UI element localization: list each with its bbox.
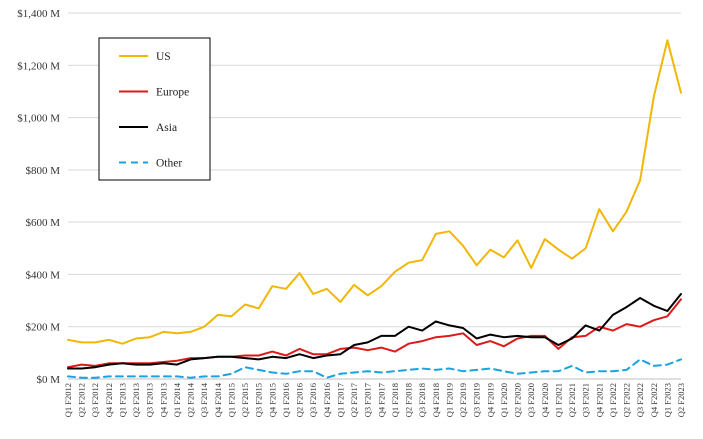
x-tick-label: Q4 F2013 [158, 383, 168, 417]
x-tick-label: Q2 F2019 [458, 383, 468, 417]
x-tick-label: Q1 F2014 [172, 382, 182, 417]
x-tick-label: Q4 F2016 [322, 383, 332, 417]
x-tick-label: Q1 F2013 [117, 383, 127, 417]
legend-box [98, 37, 211, 181]
y-tick-label: $800 M [25, 165, 60, 177]
x-tick-label: Q4 F2019 [485, 383, 495, 417]
x-tick-label: Q2 F2016 [295, 383, 305, 417]
x-tick-label: Q1 F2022 [608, 383, 618, 417]
x-tick-label: Q2 F2013 [131, 383, 141, 417]
x-tick-label: Q3 F2012 [90, 383, 100, 417]
x-tick-label: Q2 F2021 [567, 383, 577, 417]
x-tick-label: Q2 F2012 [77, 383, 87, 417]
x-tick-label: Q1 F2018 [390, 383, 400, 417]
legend: US Europe Asia Other [98, 37, 211, 181]
legend-label-asia: Asia [156, 122, 177, 134]
x-tick-label: Q1 F2021 [553, 383, 563, 417]
x-tick-label: Q1 F2016 [281, 383, 291, 417]
y-tick-label: $1,000 M [17, 113, 60, 125]
series-line-europe [67, 298, 682, 369]
legend-label-us: US [156, 51, 171, 63]
x-axis: Q1 F2012 Q2 F2012 Q3 F2012 Q4 F2012 Q1 F2013… [63, 378, 686, 417]
x-tick-label: Q4 F2015 [267, 383, 277, 417]
series-layer [67, 39, 682, 379]
x-tick-label: Q2 F2022 [622, 383, 632, 417]
x-tick-label: Q3 F2013 [145, 383, 155, 417]
x-tick-label: Q1 F2019 [444, 383, 454, 417]
legend-label-europe: Europe [156, 87, 189, 99]
x-tick-label: Q2 F2017 [349, 383, 359, 417]
x-tick-label: Q1 F2017 [335, 383, 345, 417]
x-tick-label: Q2 F2018 [404, 383, 414, 417]
x-tick-label: Q2 F2023 [676, 383, 686, 417]
y-tick-label: $400 M [25, 269, 60, 281]
y-tick-label: $1,400 M [17, 8, 60, 20]
x-tick-label: Q2 F2015 [240, 383, 250, 417]
x-tick-label: Q3 F2021 [581, 383, 591, 417]
x-tick-label: Q3 F2016 [308, 383, 318, 417]
x-tick-label: Q3 F2015 [254, 383, 264, 417]
y-tick-label: $0 M [36, 374, 60, 386]
series-line-other [67, 358, 682, 379]
legend-label-other: Other [156, 158, 182, 170]
y-tick-label: $600 M [25, 217, 60, 229]
x-tick-label: Q4 F2020 [540, 383, 550, 417]
x-tick-label: Q3 F2020 [526, 383, 536, 417]
x-tick-label: Q4 F2014 [213, 382, 223, 417]
x-tick-label: Q1 F2012 [63, 383, 73, 417]
x-tick-label: Q3 F2019 [472, 383, 482, 417]
x-tick-label: Q3 F2018 [417, 383, 427, 417]
x-tick-label: Q3 F2014 [199, 382, 209, 417]
x-tick-label: Q2 F2020 [513, 383, 523, 417]
x-tick-label: Q4 F2021 [594, 383, 604, 417]
x-tick-label: Q4 F2012 [104, 383, 114, 417]
y-axis: $0 M $200 M $400 M $600 M $800 M $1,000 M $1,2… [17, 8, 60, 386]
x-tick-label: Q1 F2020 [499, 383, 509, 417]
series-line-us [67, 39, 682, 345]
x-tick-label: Q1 F2023 [662, 383, 672, 417]
x-tick-label: Q4 F2022 [649, 383, 659, 417]
y-tick-label: $1,200 M [17, 60, 60, 72]
y-tick-label: $200 M [25, 322, 60, 334]
x-tick-label: Q4 F2018 [431, 383, 441, 417]
x-tick-label: Q2 F2014 [186, 382, 196, 417]
series-line-asia [67, 293, 682, 370]
x-tick-label: Q4 F2017 [376, 383, 386, 417]
x-tick-label: Q3 F2022 [635, 383, 645, 417]
x-tick-label: Q3 F2017 [363, 383, 373, 417]
x-tick-label: Q1 F2015 [226, 383, 236, 417]
